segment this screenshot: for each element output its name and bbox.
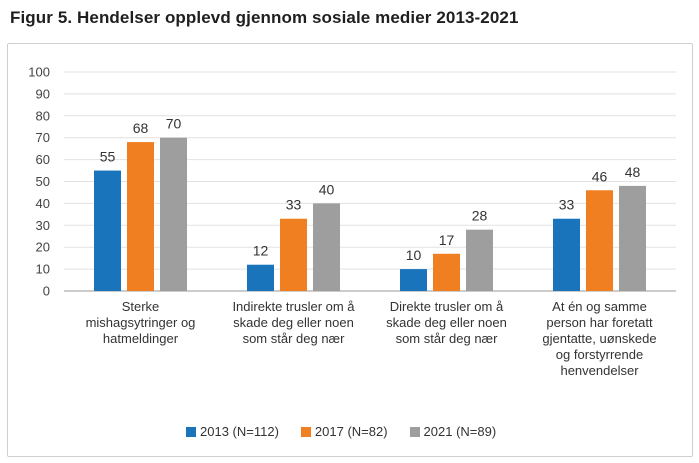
figure-title: Figur 5. Hendelser opplevd gjennom sosia…	[10, 8, 519, 27]
data-label: 17	[439, 232, 455, 248]
y-tick-label: 80	[36, 108, 50, 123]
category-label: Direkte trusler om å skade deg eller noen…	[386, 299, 507, 346]
legend-swatch-2021	[409, 426, 420, 437]
category-label-line: som står deg nær	[396, 331, 499, 346]
category-label-line: At én og samme	[552, 299, 647, 314]
bar	[553, 218, 580, 291]
category-label-line: skade deg eller noen	[233, 315, 354, 330]
legend: 2013 (N=112) 2017 (N=82) 2021 (N=89)	[186, 424, 496, 439]
data-label: 28	[472, 208, 488, 224]
category-label-line: mishagsytringer og	[86, 315, 196, 330]
bar	[433, 253, 460, 291]
bar	[466, 229, 493, 291]
data-label: 33	[286, 197, 302, 213]
y-tick-label: 20	[36, 240, 50, 255]
y-tick-label: 50	[36, 174, 50, 189]
category-label-line: henvendelser	[560, 363, 639, 378]
y-tick-label: 70	[36, 130, 50, 145]
y-tick-label: 0	[43, 284, 50, 299]
category-label-line: som står deg nær	[243, 331, 346, 346]
data-label: 40	[319, 181, 335, 197]
legend-label-2017: 2017 (N=82)	[314, 424, 388, 439]
chart-frame	[7, 43, 693, 457]
category-label-line: og forstyrrende	[556, 347, 643, 362]
legend-swatch-2017	[300, 426, 311, 437]
category-label-line: skade deg eller noen	[386, 315, 507, 330]
data-label: 12	[253, 243, 269, 259]
bar	[127, 142, 154, 291]
legend-label-2021: 2021 (N=89)	[423, 424, 497, 439]
y-tick-label: 30	[36, 218, 50, 233]
legend-item-2017: 2017 (N=82)	[300, 424, 388, 439]
category-label: Indirekte trusler om å skade deg eller no…	[232, 299, 355, 346]
data-label: 70	[166, 116, 182, 132]
y-tick-label: 40	[36, 196, 50, 211]
data-label: 68	[133, 120, 149, 136]
data-label: 55	[100, 149, 116, 165]
category-label-line: Indirekte trusler om å	[232, 299, 355, 314]
bar	[619, 185, 646, 291]
legend-item-2013: 2013 (N=112)	[186, 424, 279, 439]
bar	[400, 269, 427, 291]
y-tick-label: 90	[36, 86, 50, 101]
y-tick-label: 100	[28, 65, 50, 80]
bar	[247, 264, 274, 291]
data-label: 48	[625, 164, 641, 180]
bar	[586, 190, 613, 291]
category-label-line: hatmeldinger	[103, 331, 179, 346]
legend-item-2021: 2021 (N=89)	[409, 424, 497, 439]
data-label: 10	[406, 247, 422, 263]
legend-label-2013: 2013 (N=112)	[200, 424, 279, 439]
bar	[160, 137, 187, 291]
category-label-line: person har foretatt	[546, 315, 653, 330]
category-label: At én og samme person har foretatt gjentat…	[542, 299, 656, 378]
y-tick-label: 10	[36, 262, 50, 277]
bar	[280, 218, 307, 291]
bar	[313, 203, 340, 291]
category-label-line: Direkte trusler om å	[390, 299, 504, 314]
data-label: 46	[592, 168, 608, 184]
category-label: Sterke mishagsytringer og hatmeldinger	[86, 299, 196, 346]
category-label-line: gjentatte, uønskede	[542, 331, 656, 346]
data-label: 33	[559, 197, 575, 213]
category-label-line: Sterke	[122, 299, 160, 314]
bar	[94, 170, 121, 291]
legend-swatch-2013	[186, 426, 196, 437]
y-tick-label: 60	[36, 152, 50, 167]
